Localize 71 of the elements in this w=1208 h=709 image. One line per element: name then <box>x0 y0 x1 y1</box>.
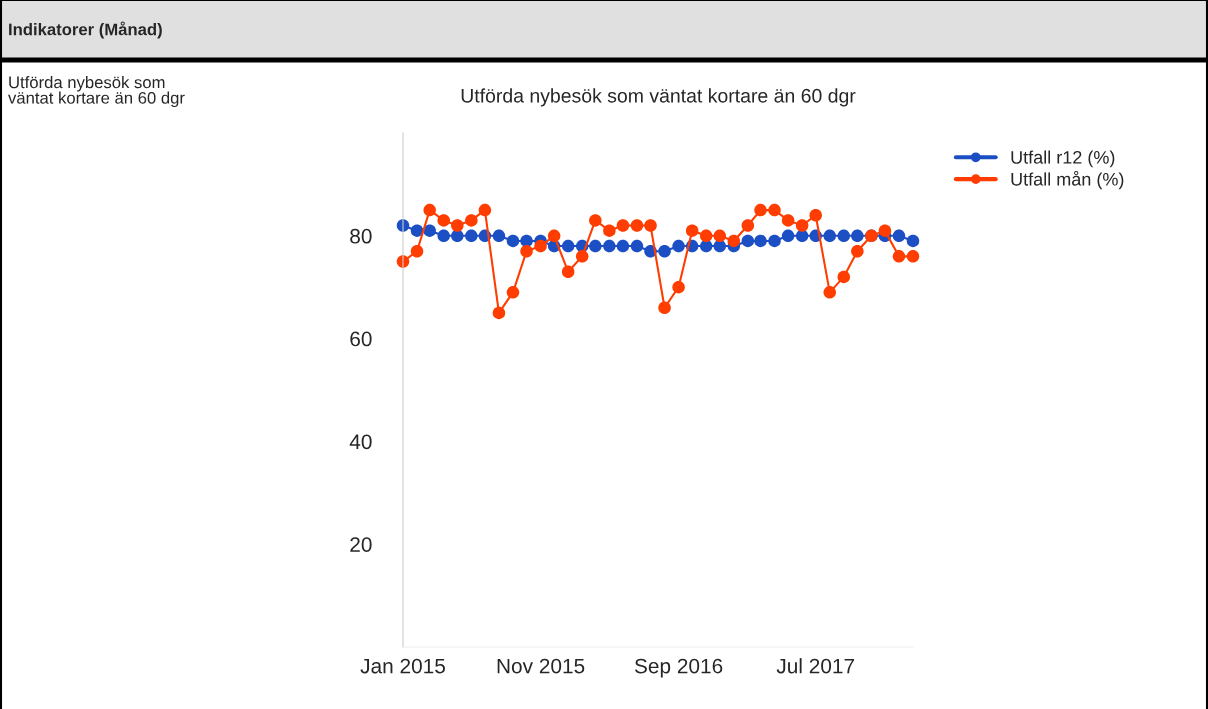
point <box>823 229 836 243</box>
point <box>809 208 822 222</box>
point <box>741 219 755 232</box>
point <box>561 239 575 253</box>
point <box>906 250 920 263</box>
point <box>878 224 892 237</box>
point <box>892 250 906 263</box>
chart-title: Utförda nybesök som väntat kortare än 60 dgr <box>461 88 856 107</box>
legend-label: Utfall mån (%) <box>1011 170 1124 190</box>
point <box>795 219 809 232</box>
point <box>616 239 630 253</box>
point <box>410 244 424 258</box>
x-tick-label: Sep 2016 <box>634 658 723 678</box>
point <box>630 239 644 253</box>
point <box>534 239 547 253</box>
point <box>658 301 671 315</box>
point <box>781 229 795 243</box>
point <box>892 229 906 243</box>
point <box>520 244 533 258</box>
point <box>410 224 424 237</box>
y-tick-label: 60 <box>350 331 372 347</box>
point <box>768 203 781 217</box>
point <box>754 203 767 217</box>
point <box>906 234 920 248</box>
point <box>437 214 450 227</box>
point <box>506 234 520 248</box>
point <box>603 239 616 253</box>
text: Utförda nybesök som väntat kortare än 60 dgr <box>8 76 185 108</box>
point <box>437 229 450 243</box>
x-tick-label: Jan 2015 <box>360 658 445 674</box>
y-tick-label: 80 <box>350 228 372 244</box>
point <box>465 214 478 227</box>
point <box>658 244 671 258</box>
point <box>768 234 781 248</box>
y-tick-label: 40 <box>349 434 372 450</box>
point <box>630 219 644 232</box>
point <box>492 229 506 243</box>
point <box>492 306 506 320</box>
point <box>423 224 436 237</box>
point <box>672 280 685 294</box>
point <box>727 234 741 248</box>
point <box>575 250 589 263</box>
point <box>465 229 478 243</box>
point <box>781 214 795 227</box>
point <box>837 229 851 243</box>
point <box>823 286 836 299</box>
point <box>713 229 727 243</box>
point <box>741 234 755 248</box>
point <box>851 229 864 243</box>
legend-label: Utfall r12 (%) <box>1011 150 1115 168</box>
point <box>837 270 851 284</box>
point <box>451 219 464 232</box>
point <box>603 224 616 237</box>
point <box>506 286 520 299</box>
point <box>589 214 602 227</box>
point <box>478 203 492 217</box>
point <box>685 224 699 237</box>
point <box>561 265 575 279</box>
point <box>423 203 436 217</box>
x-tick-label: Nov 2015 <box>497 658 585 674</box>
text: Indikatorer (Månad) <box>9 21 162 39</box>
point <box>589 239 602 253</box>
point <box>547 229 561 243</box>
point <box>672 239 685 253</box>
point <box>699 229 713 243</box>
point <box>644 219 657 232</box>
point <box>754 234 767 248</box>
x-tick-label: Jul 2017 <box>776 658 855 674</box>
y-tick-label: 20 <box>350 537 372 552</box>
point <box>851 244 864 258</box>
point <box>616 219 630 232</box>
